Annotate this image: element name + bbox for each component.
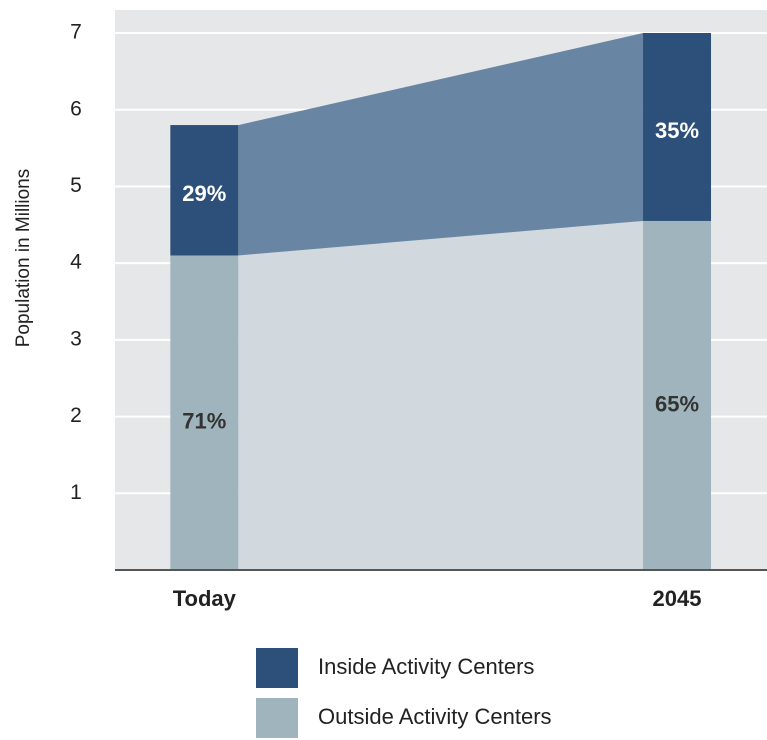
share-label: 65% xyxy=(655,391,699,416)
y-tick-label: 6 xyxy=(70,97,82,120)
y-tick-label: 3 xyxy=(70,327,82,350)
connector-area xyxy=(238,220,644,570)
bar-segment xyxy=(643,220,712,570)
share-label: 29% xyxy=(182,181,226,206)
legend-swatch xyxy=(256,648,298,688)
bar-segment xyxy=(170,255,239,571)
connector-area xyxy=(238,33,644,256)
bar-segment xyxy=(170,125,239,256)
y-tick-label: 2 xyxy=(70,404,82,427)
y-tick-label: 1 xyxy=(70,481,82,504)
y-tick-label: 4 xyxy=(70,251,82,274)
y-axis-label: Population in Millions xyxy=(13,169,34,348)
y-tick-label: 5 xyxy=(70,174,82,197)
x-tick-label: 2045 xyxy=(653,586,702,611)
legend-label: Inside Activity Centers xyxy=(318,654,534,679)
share-label: 35% xyxy=(655,118,699,143)
y-tick-label: 7 xyxy=(70,21,82,44)
share-label: 71% xyxy=(182,409,226,434)
legend-label: Outside Activity Centers xyxy=(318,704,552,729)
bar-segment xyxy=(643,33,712,221)
legend-swatch xyxy=(256,698,298,738)
x-tick-label: Today xyxy=(173,586,237,611)
